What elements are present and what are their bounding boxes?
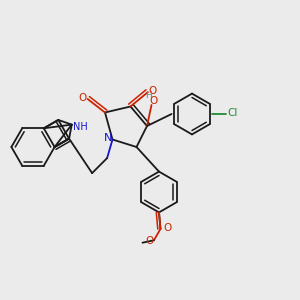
Text: O: O [149,95,158,106]
Text: O: O [148,86,157,97]
Text: NH: NH [73,122,88,132]
Text: O: O [145,236,154,246]
Text: H: H [145,91,152,100]
Text: N: N [103,133,112,143]
Text: Cl: Cl [227,108,238,118]
Text: O: O [78,93,86,103]
Text: O: O [163,223,171,233]
